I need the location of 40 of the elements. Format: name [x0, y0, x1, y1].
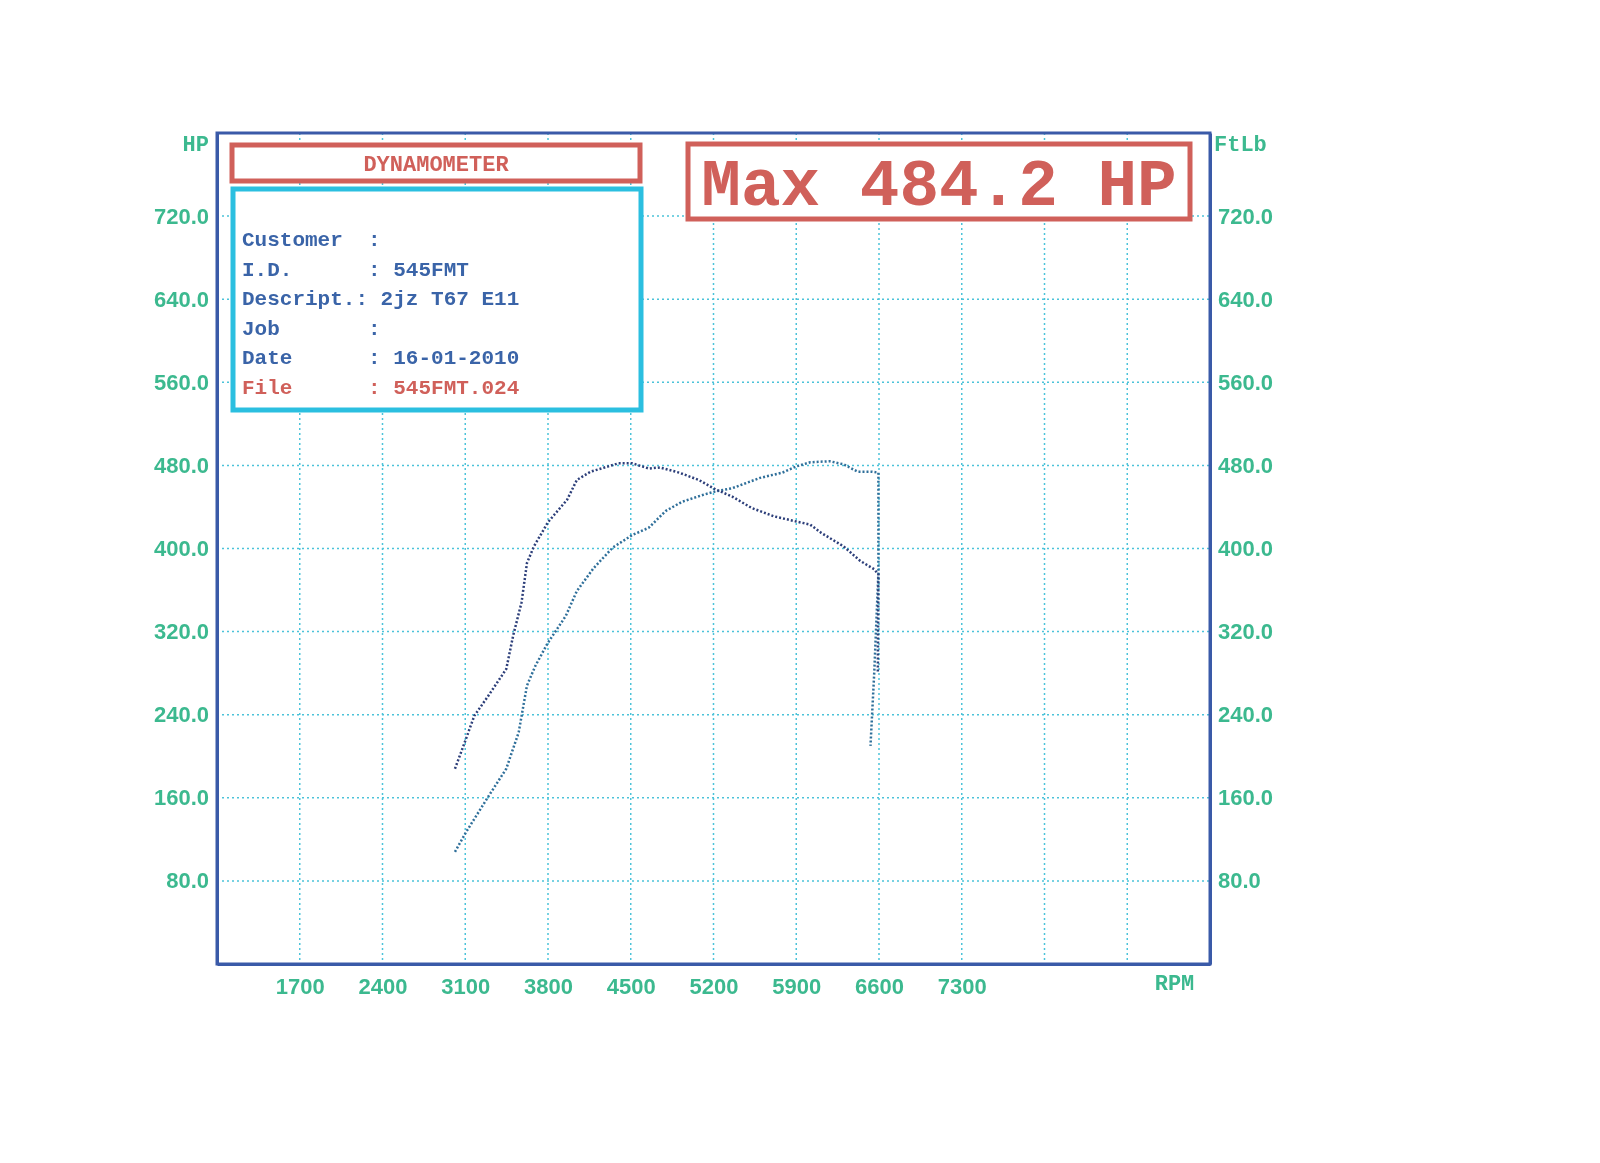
- y2-axis-title: FtLb: [1214, 133, 1267, 158]
- y2-tick-label: 720.0: [1218, 203, 1274, 229]
- x-tick-label: 4500: [606, 973, 656, 999]
- x-tick-label: 6600: [855, 973, 904, 999]
- y2-tick-label: 560.0: [1218, 369, 1274, 395]
- y-tick-label: 720.0: [153, 203, 209, 229]
- y-tick-label: 640.0: [153, 286, 209, 312]
- y2-tick-label: 80.0: [1218, 868, 1261, 894]
- line-series: [453, 460, 880, 854]
- annotation: Max 484.2 HP: [701, 150, 1177, 225]
- annotation: Job :: [242, 317, 381, 341]
- y2-tick-label: 480.0: [1218, 452, 1274, 478]
- y-tick-label: 480.0: [153, 452, 209, 478]
- y-tick-label: 160.0: [153, 785, 209, 811]
- x-tick-label: 5900: [772, 973, 822, 999]
- y-axis-title: HP: [182, 133, 209, 158]
- x-tick-label: 1700: [275, 973, 325, 999]
- y-tick-label: 400.0: [153, 536, 209, 562]
- annotation: Customer :: [242, 229, 381, 252]
- annotation: DYNAMOMETER: [363, 153, 510, 178]
- y-tick-label: 560.0: [153, 369, 209, 395]
- x-tick-label: 3800: [524, 973, 573, 999]
- y2-tick-label: 320.0: [1218, 619, 1274, 645]
- line-series: [453, 462, 880, 770]
- x-tick-label: 5200: [689, 973, 739, 999]
- y2-tick-label: 640.0: [1218, 286, 1274, 312]
- x-tick-label: 7300: [937, 973, 987, 999]
- annotation: Date : 16-01-2010: [242, 347, 520, 370]
- annotation: File : 545FMT.024: [242, 376, 520, 400]
- x-tick-label: 3100: [441, 973, 491, 999]
- y2-tick-label: 400.0: [1218, 536, 1274, 562]
- y-tick-label: 80.0: [166, 868, 209, 894]
- y-tick-label: 240.0: [153, 702, 209, 728]
- y-tick-label: 320.0: [153, 619, 209, 645]
- annotation: I.D. : 545FMT: [242, 258, 469, 282]
- x-axis-title: RPM: [1154, 972, 1195, 997]
- annotation: Descript.: 2jz T67 E11: [242, 288, 520, 311]
- y2-tick-label: 240.0: [1218, 702, 1274, 728]
- y2-tick-label: 160.0: [1218, 785, 1274, 811]
- x-tick-label: 2400: [358, 973, 408, 999]
